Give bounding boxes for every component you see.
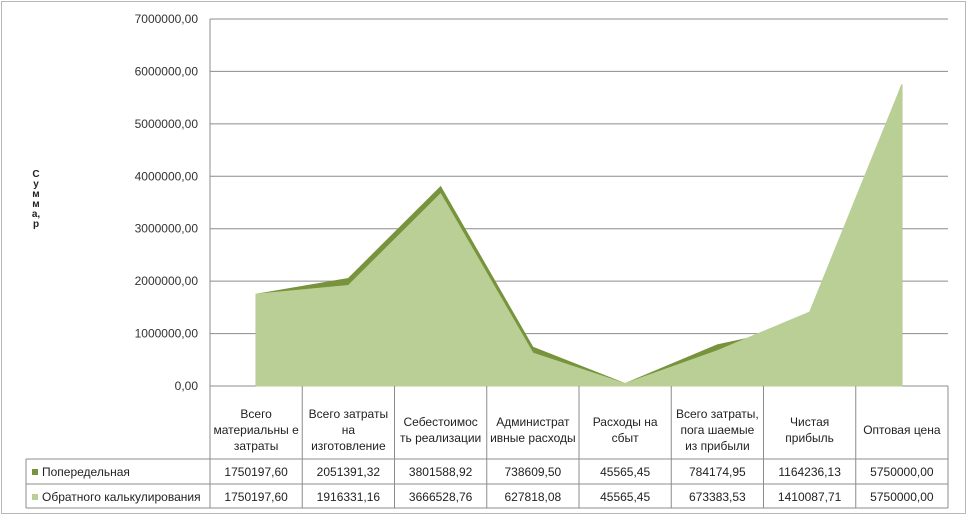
data-table-cell: 5750000,00 <box>870 464 934 479</box>
legend-label-2: Обратного калькулирования <box>42 489 201 504</box>
area-series-2 <box>255 84 903 387</box>
y-axis-label: Сумма, р <box>31 169 41 230</box>
data-table-cell: 45565,45 <box>600 464 651 479</box>
data-table-cell: 738609,50 <box>504 464 562 479</box>
category-label: Чистая прибыль <box>785 415 834 445</box>
y-tick-label: 4000000,00 <box>135 169 199 183</box>
data-table-cell: 627818,08 <box>504 489 562 504</box>
y-tick-label: 7000000,00 <box>135 12 199 26</box>
y-tick-label: 0,00 <box>175 379 199 393</box>
data-table-cell: 1410087,71 <box>777 489 842 504</box>
category-label: Расходы на сбыт <box>592 415 658 445</box>
legend-key-1 <box>32 468 38 475</box>
y-tick-label: 2000000,00 <box>135 274 199 288</box>
data-table-cell: 3801588,92 <box>408 464 473 479</box>
y-tick-label: 6000000,00 <box>135 64 199 78</box>
category-label: Всего материальны е затраты <box>213 407 299 453</box>
data-table-cell: 784174,95 <box>689 464 746 479</box>
y-tick-label: 3000000,00 <box>135 222 199 236</box>
data-table-cell: 1750197,60 <box>224 464 288 479</box>
category-label: Себестоимос ть реализации <box>399 415 482 445</box>
category-label: Администрат ивные расходы <box>490 415 576 445</box>
data-table-cell: 2051391,32 <box>316 464 381 479</box>
category-label: Всего затраты, пога шаемые из прибыли <box>676 407 759 453</box>
data-table-cell: 3666528,76 <box>408 489 473 504</box>
legend-key-2 <box>32 493 38 500</box>
data-table-cell: 1916331,16 <box>316 489 381 504</box>
y-tick-label: 1000000,00 <box>135 327 199 341</box>
data-table-cell: 1750197,60 <box>224 489 288 504</box>
data-table-cell: 673383,53 <box>689 489 746 504</box>
y-tick-label: 5000000,00 <box>135 117 199 131</box>
category-label: Всего затраты на изготовление <box>308 407 389 453</box>
data-table-cell: 5750000,00 <box>870 489 934 504</box>
data-table-cell: 1164236,13 <box>778 464 841 479</box>
legend-label-1: Попередельная <box>42 464 130 479</box>
data-table-cell: 45565,45 <box>600 489 651 504</box>
category-label: Оптовая цена <box>863 423 941 437</box>
